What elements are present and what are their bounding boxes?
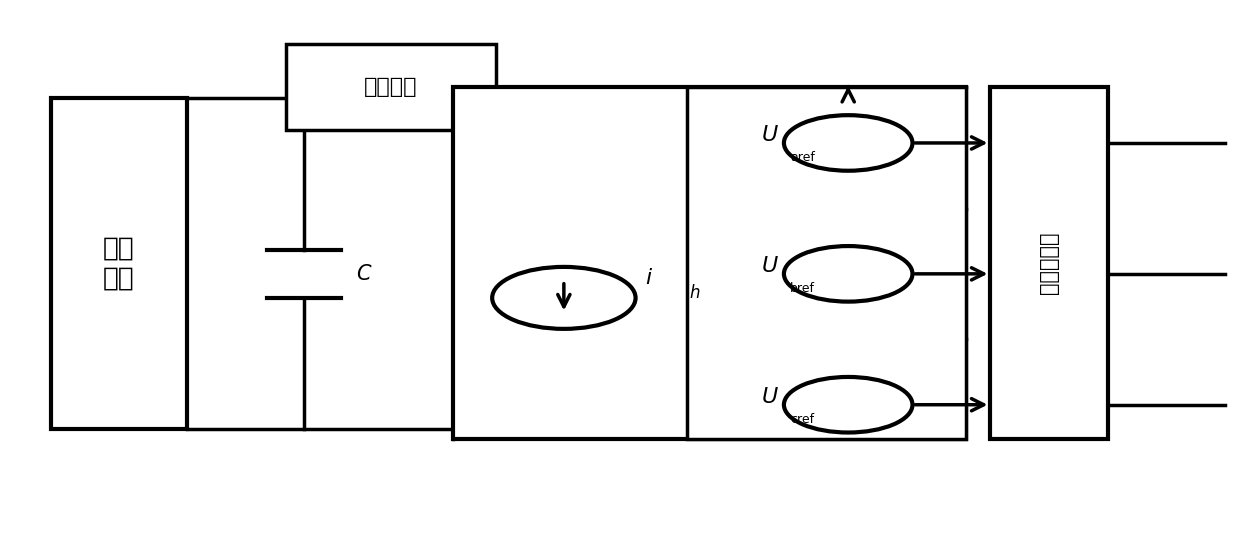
Circle shape	[784, 246, 912, 302]
Text: $U$: $U$	[761, 256, 779, 276]
Circle shape	[784, 377, 912, 432]
Bar	[452, 87, 965, 439]
Text: cref: cref	[790, 413, 814, 426]
Circle shape	[492, 267, 636, 329]
Text: bref: bref	[790, 282, 815, 295]
Text: 控制系统: 控制系统	[364, 77, 418, 97]
Bar	[51, 98, 187, 429]
Text: $U$: $U$	[761, 387, 779, 407]
Bar	[286, 44, 496, 129]
Bar	[688, 87, 965, 439]
Text: $U$: $U$	[761, 125, 779, 145]
Text: aref: aref	[790, 151, 815, 164]
Bar	[990, 87, 1108, 439]
Text: $i$: $i$	[646, 267, 653, 288]
Text: $h$: $h$	[689, 284, 700, 302]
Text: C: C	[356, 264, 370, 284]
Circle shape	[784, 115, 912, 171]
Text: 三相滤波器: 三相滤波器	[1040, 232, 1059, 294]
Text: 光伏
阵列: 光伏 阵列	[103, 235, 135, 291]
